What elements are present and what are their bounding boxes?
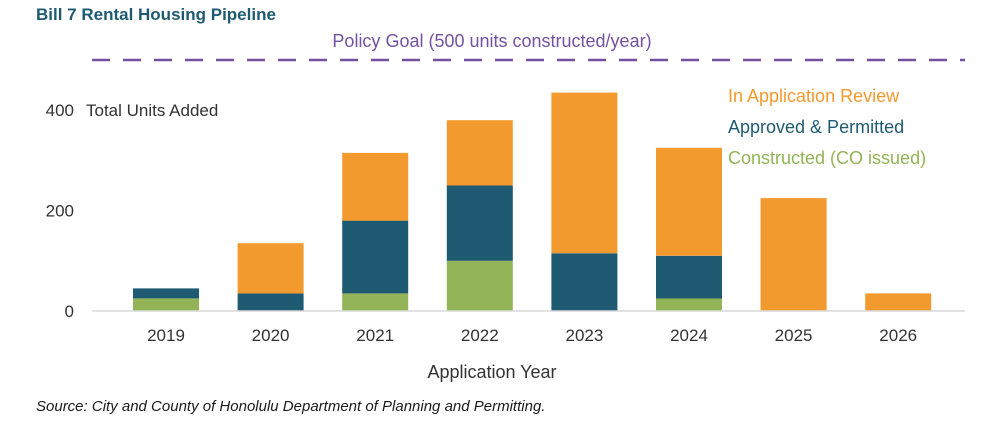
x-tick-2022: 2022 xyxy=(461,326,499,345)
x-tick-2025: 2025 xyxy=(775,326,813,345)
x-tick-2021: 2021 xyxy=(356,326,394,345)
goal-label: Policy Goal (500 units constructed/year) xyxy=(332,31,651,51)
bar-2023-approved-permitted xyxy=(551,253,618,311)
bar-2021-constructed-co-issued xyxy=(342,293,409,311)
x-tick-2023: 2023 xyxy=(565,326,603,345)
legend: In Application Review Approved & Permitte… xyxy=(728,86,926,168)
x-ticks: 2019 2020 2021 2022 2023 2024 2025 2026 xyxy=(147,326,917,345)
x-tick-2024: 2024 xyxy=(670,326,708,345)
source-note: Source: City and County of Honolulu Depa… xyxy=(36,398,545,415)
legend-in-application-review: In Application Review xyxy=(728,86,900,106)
bar-2024-in-application-review xyxy=(656,147,722,256)
bar-2019-constructed-co-issued xyxy=(133,298,199,311)
bar-2026-in-application-review xyxy=(865,293,932,311)
bar-2022-approved-permitted xyxy=(446,185,513,261)
y-tick-0: 0 xyxy=(65,302,74,321)
chart-title: Bill 7 Rental Housing Pipeline xyxy=(36,5,276,24)
y-axis-label: Total Units Added xyxy=(86,101,218,120)
x-tick-2020: 2020 xyxy=(252,326,290,345)
bar-2021-approved-permitted xyxy=(342,220,409,294)
bar-2019-approved-permitted xyxy=(133,288,199,299)
y-ticks: 0 200 400 xyxy=(46,101,74,321)
bar-2025-in-application-review xyxy=(760,198,827,311)
legend-approved-permitted: Approved & Permitted xyxy=(728,117,904,137)
bar-2024-constructed-co-issued xyxy=(656,298,722,311)
bar-2020-in-application-review xyxy=(237,243,304,294)
legend-constructed-co-issued: Constructed (CO issued) xyxy=(728,148,926,168)
y-tick-400: 400 xyxy=(46,101,74,120)
bar-2020-approved-permitted xyxy=(237,293,304,311)
x-tick-2019: 2019 xyxy=(147,326,185,345)
bars xyxy=(133,92,932,311)
bar-2023-in-application-review xyxy=(551,92,618,254)
x-axis-label: Application Year xyxy=(427,362,556,382)
bar-2021-in-application-review xyxy=(342,152,409,221)
x-tick-2026: 2026 xyxy=(879,326,917,345)
bar-2024-approved-permitted xyxy=(656,255,722,299)
bar-2022-constructed-co-issued xyxy=(446,260,513,311)
bar-2022-in-application-review xyxy=(446,120,513,186)
y-tick-200: 200 xyxy=(46,202,74,221)
